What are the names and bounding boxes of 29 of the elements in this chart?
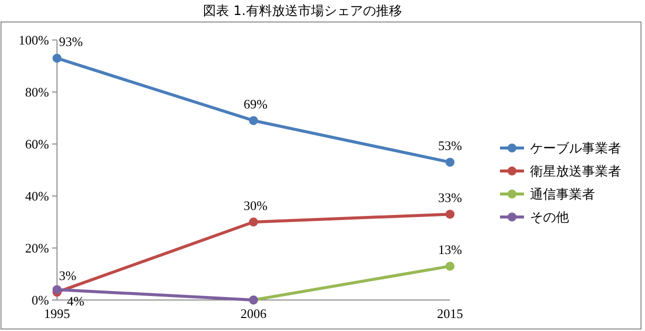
point [249, 116, 258, 126]
x-tick-label: 2015 [437, 306, 463, 321]
y-tick-label: 40% [25, 188, 50, 204]
data-label: 53% [438, 138, 462, 154]
data-label: 93% [59, 34, 83, 50]
legend-label: その他 [530, 210, 569, 226]
x-tick-label: 1995 [44, 306, 70, 321]
point [446, 158, 454, 167]
data-label: 69% [244, 96, 268, 112]
data-label: 30% [244, 198, 268, 213]
legend-label: 衛星放送事業者 [530, 164, 621, 180]
point [446, 210, 454, 219]
chart-title: 図表 1.有料放送市場シェアの推移 [203, 4, 402, 19]
point [446, 262, 454, 271]
legend-label: 通信事業者 [530, 188, 595, 203]
point [249, 218, 258, 226]
y-tick-label: 60% [25, 136, 50, 152]
y-tick-label: 100% [18, 32, 50, 48]
data-label: 33% [438, 190, 462, 206]
data-label: 4% [67, 294, 84, 309]
y-tick-label: 20% [25, 240, 50, 256]
x-tick-label: 2006 [240, 306, 267, 321]
y-tick-label: 80% [25, 84, 50, 100]
y-tick-label: 0% [32, 292, 50, 308]
legend-label: ケーブル事業者 [530, 142, 621, 157]
data-label: 3% [59, 268, 76, 284]
data-label: 13% [438, 242, 462, 258]
point [52, 54, 62, 63]
point [52, 285, 62, 294]
